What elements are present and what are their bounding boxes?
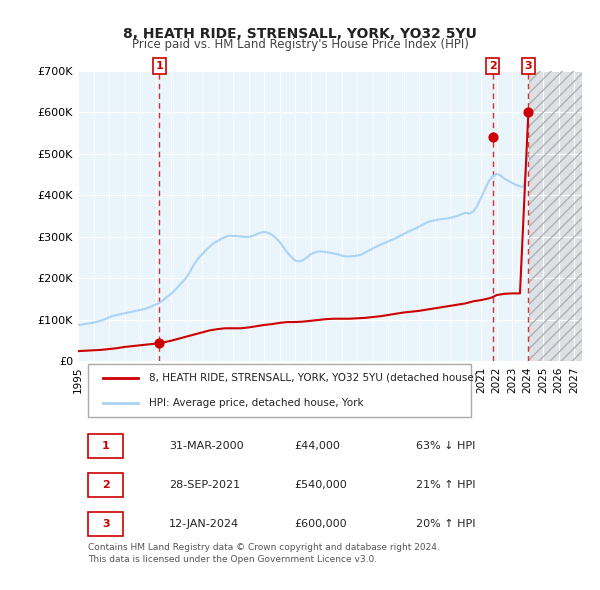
Text: 63% ↓ HPI: 63% ↓ HPI <box>416 441 475 451</box>
Bar <box>529 71 582 362</box>
Point <box>488 133 497 142</box>
Text: 1: 1 <box>155 61 163 71</box>
Text: 3: 3 <box>102 519 110 529</box>
FancyBboxPatch shape <box>88 365 471 417</box>
Text: £600,000: £600,000 <box>295 519 347 529</box>
Text: 8, HEATH RIDE, STRENSALL, YORK, YO32 5YU (detached house): 8, HEATH RIDE, STRENSALL, YORK, YO32 5YU… <box>149 373 478 383</box>
Text: Contains HM Land Registry data © Crown copyright and database right 2024.
This d: Contains HM Land Registry data © Crown c… <box>88 543 440 564</box>
Text: 1: 1 <box>102 441 110 451</box>
Text: Price paid vs. HM Land Registry's House Price Index (HPI): Price paid vs. HM Land Registry's House … <box>131 38 469 51</box>
Text: 28-SEP-2021: 28-SEP-2021 <box>169 480 240 490</box>
Text: £540,000: £540,000 <box>295 480 347 490</box>
FancyBboxPatch shape <box>88 512 124 536</box>
Text: 20% ↑ HPI: 20% ↑ HPI <box>416 519 475 529</box>
Point <box>155 339 164 348</box>
FancyBboxPatch shape <box>88 434 124 458</box>
Text: 3: 3 <box>524 61 532 71</box>
Text: 8, HEATH RIDE, STRENSALL, YORK, YO32 5YU: 8, HEATH RIDE, STRENSALL, YORK, YO32 5YU <box>123 27 477 41</box>
Text: 12-JAN-2024: 12-JAN-2024 <box>169 519 239 529</box>
Text: 2: 2 <box>489 61 497 71</box>
Bar <box>529 71 582 362</box>
Text: 21% ↑ HPI: 21% ↑ HPI <box>416 480 475 490</box>
Text: HPI: Average price, detached house, York: HPI: Average price, detached house, York <box>149 398 363 408</box>
FancyBboxPatch shape <box>88 473 124 497</box>
Text: 31-MAR-2000: 31-MAR-2000 <box>169 441 244 451</box>
Text: £44,000: £44,000 <box>295 441 341 451</box>
Text: 2: 2 <box>102 480 110 490</box>
Point <box>524 107 533 117</box>
